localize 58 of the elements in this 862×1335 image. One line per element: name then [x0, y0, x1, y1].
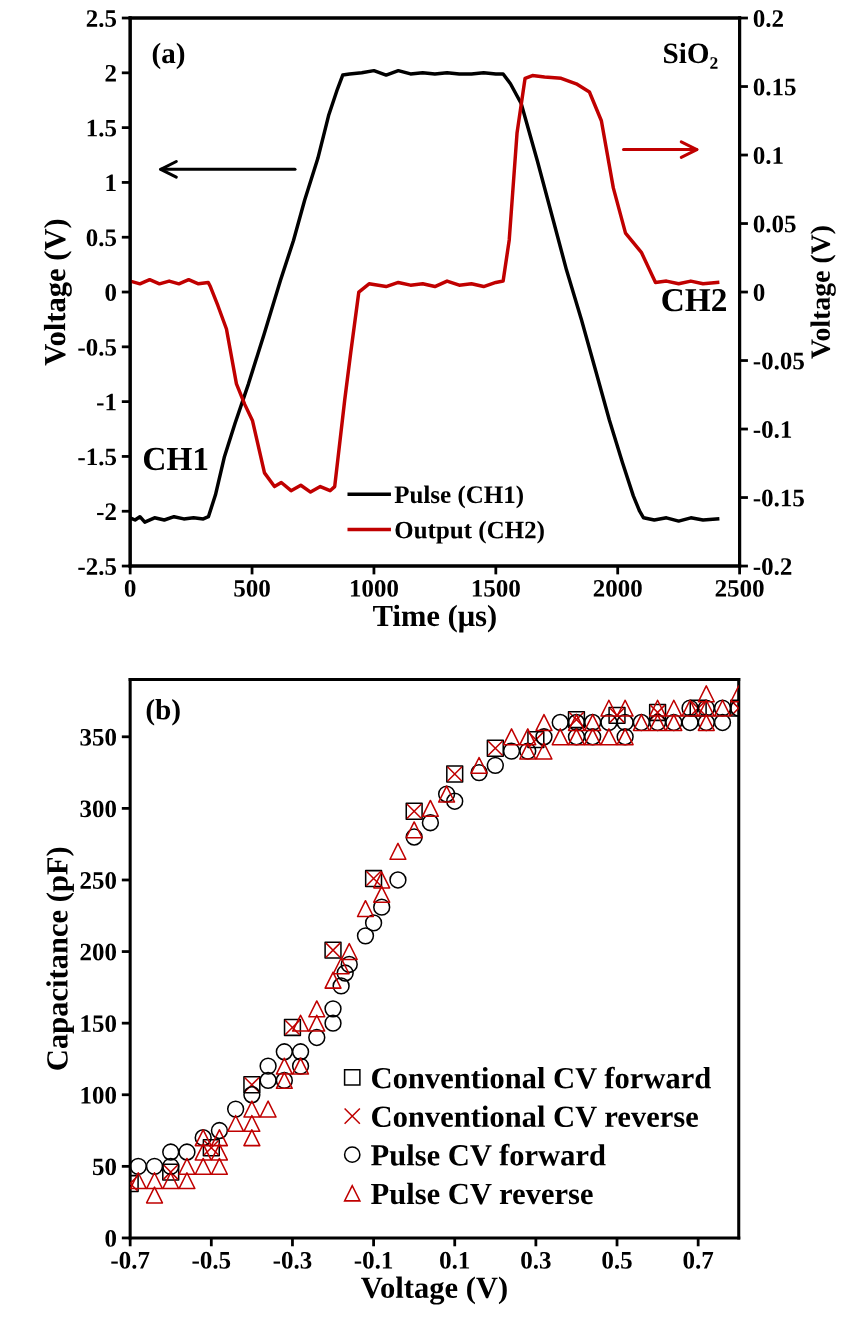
y2-tick-label: -0.2: [753, 558, 792, 576]
y-tick-label: 1.5: [87, 119, 117, 137]
x-tick-label: 1000: [350, 579, 398, 597]
annotation: SiO₂: [664, 42, 718, 69]
y2-tick-label: -0.05: [753, 352, 804, 370]
legend-label: Conventional CV forward: [372, 1066, 711, 1089]
y-axis-title: Capacitance (pF): [46, 847, 74, 1070]
y2-tick-label: 0.2: [753, 10, 783, 28]
x-tick-label: 500: [234, 579, 270, 597]
legend-label: Pulse (CH1): [394, 485, 523, 509]
y-tick-label: 350: [80, 728, 117, 746]
y2-axis-title: Voltage (V): [810, 226, 836, 359]
y-axis-title: Voltage (V): [43, 219, 72, 366]
x-tick-label: -0.1: [354, 1251, 393, 1269]
legend-label: Conventional CV reverse: [372, 1105, 698, 1128]
y-tick-label: 0: [105, 1229, 117, 1247]
y2-tick-label: -0.1: [753, 421, 792, 439]
x-tick-label: 2000: [593, 579, 642, 597]
y-tick-label: 100: [81, 1086, 117, 1104]
annotation: CH2: [662, 288, 726, 312]
y2-tick-label: 0: [753, 284, 765, 301]
legend-label: Pulse CV reverse: [371, 1182, 593, 1205]
x-tick-label: -0.5: [192, 1251, 231, 1269]
x-tick-label: -0.3: [273, 1251, 312, 1269]
x-tick-label: 2500: [715, 579, 764, 597]
y-tick-label: 50: [92, 1158, 117, 1176]
annotation: (b): [146, 699, 180, 726]
y-tick-label: 2.5: [86, 10, 117, 28]
y-tick-label: 1: [106, 174, 116, 192]
annotation: (a): [152, 42, 185, 70]
x-tick-label: 0.5: [602, 1251, 632, 1269]
y-tick-label: -2.5: [78, 558, 117, 576]
y2-tick-label: -0.15: [753, 489, 804, 507]
y-tick-label: 2: [105, 64, 116, 82]
y-tick-label: 250: [80, 872, 117, 889]
y-tick-label: -1.5: [78, 448, 117, 466]
x-tick-label: 0: [124, 579, 136, 597]
y-tick-label: 0.5: [86, 229, 117, 247]
y-tick-label: -2: [97, 503, 116, 520]
y-tick-label: -0.5: [78, 338, 117, 356]
x-tick-label: 0.7: [683, 1251, 714, 1269]
y-tick-label: 300: [80, 800, 117, 818]
y-tick-label: 0: [105, 284, 117, 301]
legend-label: Pulse CV forward: [371, 1143, 606, 1166]
y2-tick-label: 0.05: [753, 215, 796, 233]
x-tick-label: -0.7: [111, 1251, 150, 1269]
annotation: CH1: [143, 447, 208, 471]
x-tick-label: 0.1: [440, 1251, 470, 1269]
x-axis-title: Time (μs): [373, 604, 496, 633]
y-tick-label: 200: [80, 943, 117, 961]
legend-label: Output (CH2): [395, 520, 544, 544]
y2-tick-label: 0.15: [753, 78, 796, 96]
x-tick-label: 1500: [472, 579, 520, 597]
x-axis-title: Voltage (V): [361, 1276, 507, 1305]
y-tick-label: -1: [97, 393, 116, 411]
y-tick-label: 150: [81, 1015, 117, 1033]
x-tick-label: 0.3: [521, 1251, 551, 1269]
y2-tick-label: 0.1: [753, 147, 783, 165]
